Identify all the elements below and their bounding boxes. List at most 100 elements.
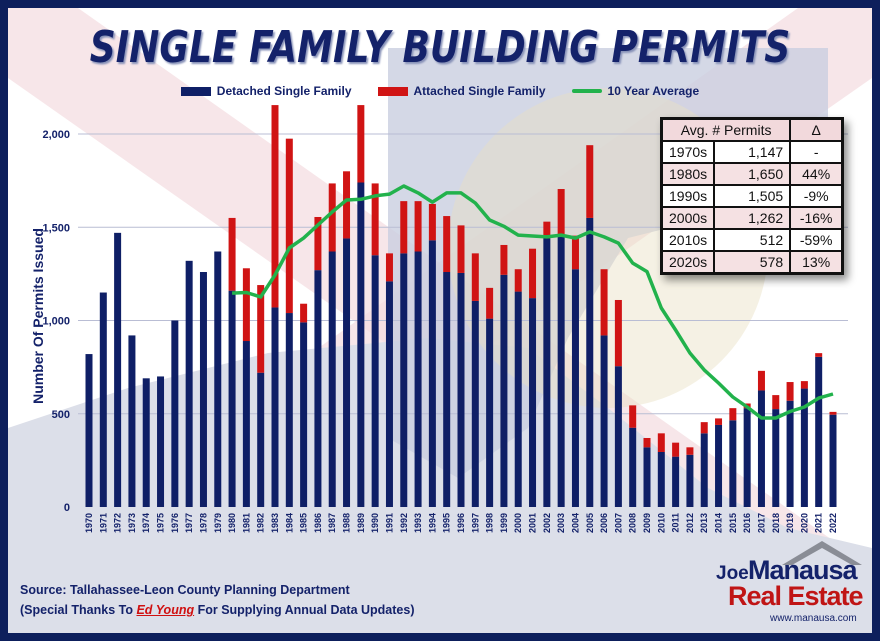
cell-avg: 1,650 <box>713 162 792 186</box>
x-tick-label: 1997 <box>470 513 480 533</box>
x-tick-label: 1970 <box>84 513 94 533</box>
x-tick-label: 1980 <box>227 513 237 533</box>
bar-attached-2014 <box>715 418 723 425</box>
legend-swatch-attached <box>377 86 408 96</box>
bar-attached-2017 <box>757 370 765 391</box>
bar-attached-2020 <box>800 381 808 389</box>
bar-detached-2016 <box>743 408 751 507</box>
legend-attached: Attached Single Family <box>377 84 546 98</box>
bar-detached-1986 <box>314 270 322 507</box>
legend-detached: Detached Single Family <box>180 84 352 98</box>
cell-avg: 1,505 <box>713 184 792 208</box>
x-tick-label: 2010 <box>656 513 666 533</box>
x-tick-label: 1972 <box>113 513 123 533</box>
bar-attached-2006 <box>600 269 608 336</box>
cell-change: - <box>789 140 844 164</box>
x-tick-label: 2015 <box>728 513 738 533</box>
bar-detached-1977 <box>185 260 193 507</box>
bar-attached-2011 <box>672 442 680 457</box>
bar-detached-2010 <box>657 451 665 507</box>
x-tick-label: 2011 <box>671 513 681 533</box>
x-tick-label: 2018 <box>771 513 781 533</box>
chart-plot: 0 500 1,000 1,500 2,000 1970 1971 1972 1973 1974 1… <box>42 105 848 533</box>
table-row: 2010s 512 -59% <box>660 228 844 252</box>
decade-summary-table: Avg. # Permits Δ 1970s 1,147-1980s 1,650 44… <box>660 117 845 275</box>
source-line: Source: Tallahassee-Leon County Planning… <box>20 583 350 597</box>
bar-detached-1978 <box>199 272 207 507</box>
bar-detached-2003 <box>557 236 565 507</box>
x-tick-label: 1995 <box>442 513 452 533</box>
header-avg: Avg. # Permits <box>660 117 792 142</box>
x-tick-label: 2006 <box>599 513 609 533</box>
table-row: 2020s 578 13% <box>660 250 844 275</box>
bar-detached-1993 <box>414 251 422 507</box>
table-header: Avg. # Permits Δ <box>660 117 844 142</box>
x-tick-label: 2021 <box>814 513 824 533</box>
bar-attached-1994 <box>428 203 436 241</box>
bar-attached-1983 <box>271 105 279 308</box>
bar-detached-1995 <box>443 272 451 507</box>
bar-detached-2021 <box>815 356 823 507</box>
x-tick-label: 1991 <box>384 513 394 533</box>
bar-attached-1986 <box>314 216 322 271</box>
company-logo: Joe Manausa Real Estate www.manausa.com <box>708 541 868 628</box>
thanks-pre: (Special Thanks To <box>20 603 137 617</box>
bar-detached-2001 <box>529 298 537 507</box>
x-tick-label: 1985 <box>299 513 309 533</box>
y-tick-label: 500 <box>52 409 70 421</box>
bar-attached-2008 <box>629 405 637 428</box>
bar-detached-1985 <box>300 322 308 507</box>
bar-attached-2000 <box>514 269 522 292</box>
bar-detached-2019 <box>786 400 794 507</box>
source-note: Source: Tallahassee-Leon County Planning… <box>20 580 415 620</box>
bar-attached-2021 <box>815 353 823 357</box>
legend-label: Attached Single Family <box>413 84 546 98</box>
x-tick-label: 1974 <box>141 513 151 533</box>
bar-attached-1982 <box>257 285 265 373</box>
legend-average: 10 Year Average <box>571 84 699 98</box>
bar-detached-1970 <box>85 354 93 507</box>
bar-attached-2022 <box>829 411 837 415</box>
x-tick-label: 1989 <box>356 513 366 533</box>
cell-decade: 2000s <box>660 206 716 230</box>
bar-attached-1988 <box>343 171 351 239</box>
x-tick-label: 1981 <box>241 513 251 533</box>
x-tick-label: 1992 <box>399 513 409 533</box>
bar-attached-1991 <box>385 253 393 282</box>
x-tick-label: 2020 <box>799 513 809 533</box>
bar-detached-1987 <box>328 251 336 507</box>
bar-attached-2003 <box>557 189 565 237</box>
bar-attached-1992 <box>400 201 408 254</box>
bar-attached-2015 <box>729 408 737 421</box>
x-tick-label: 2014 <box>714 513 724 533</box>
x-tick-label: 1979 <box>213 513 223 533</box>
legend-swatch-average <box>571 89 602 93</box>
table-row: 1990s 1,505 -9% <box>660 184 844 208</box>
bar-detached-1973 <box>128 335 136 507</box>
bar-detached-2007 <box>614 366 622 507</box>
bar-detached-1975 <box>157 376 165 507</box>
bar-detached-2014 <box>715 424 723 507</box>
cell-change: -16% <box>789 206 844 230</box>
thanks-name-link[interactable]: Ed Young <box>136 603 195 617</box>
x-tick-label: 2016 <box>742 513 752 533</box>
header-delta: Δ <box>789 117 844 142</box>
table-row: 1970s 1,147- <box>660 140 844 164</box>
bar-detached-1974 <box>142 378 150 507</box>
bar-detached-1992 <box>400 253 408 507</box>
bar-detached-1971 <box>99 292 107 507</box>
bar-detached-1983 <box>271 307 279 507</box>
x-tick-label: 2002 <box>542 513 552 533</box>
bar-detached-2002 <box>543 238 551 507</box>
bar-attached-2001 <box>529 248 537 299</box>
logo-manausa: Manausa <box>748 555 858 585</box>
bar-detached-1976 <box>171 320 179 507</box>
bar-detached-1972 <box>114 232 122 507</box>
bar-detached-2022 <box>829 414 837 507</box>
cell-decade: 1990s <box>660 184 716 208</box>
x-tick-label: 1983 <box>270 513 280 533</box>
bar-attached-2013 <box>700 422 708 434</box>
bar-attached-2005 <box>586 145 594 218</box>
cell-decade: 2010s <box>660 228 716 252</box>
x-tick-label: 2007 <box>613 513 623 533</box>
